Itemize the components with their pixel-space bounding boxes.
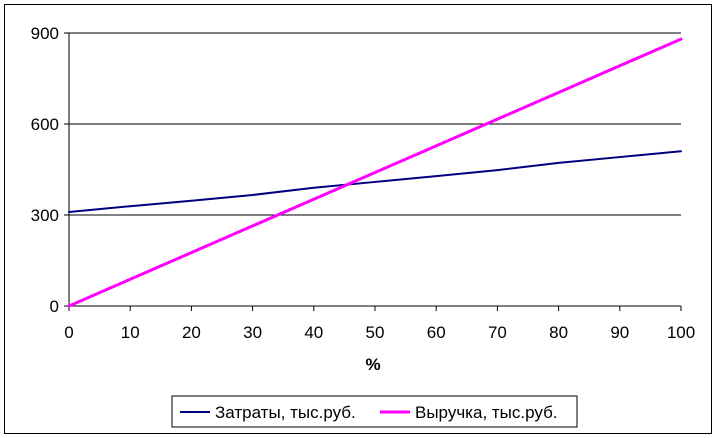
- y-tick-label: 900: [31, 24, 59, 43]
- data-point: [680, 38, 682, 40]
- data-point: [558, 162, 560, 164]
- data-point: [68, 305, 70, 307]
- legend: Затраты, тыс.руб. Выручка, тыс.руб.: [171, 395, 578, 428]
- y-tick-label: 600: [31, 115, 59, 134]
- x-tick-label: 10: [121, 323, 140, 342]
- x-tick-label: 30: [243, 323, 262, 342]
- x-tick-label: 100: [667, 323, 695, 342]
- data-point: [496, 118, 498, 120]
- x-tick-label: 0: [64, 323, 73, 342]
- data-point: [435, 175, 437, 177]
- data-point: [190, 200, 192, 202]
- y-tick-label: 300: [31, 206, 59, 225]
- legend-box: [171, 395, 578, 428]
- data-point: [619, 65, 621, 67]
- x-tick-label: 80: [549, 323, 568, 342]
- data-point: [68, 211, 70, 213]
- data-point: [252, 194, 254, 196]
- tick-labels: 0 300 600 900 0 10 20 30 40 50 60 70 80 90 100: [31, 24, 696, 342]
- legend-label-1: Затраты, тыс.руб.: [215, 403, 356, 422]
- x-tick-label: 20: [182, 323, 201, 342]
- axes: [64, 32, 682, 311]
- x-tick-label: 60: [427, 323, 446, 342]
- data-point: [680, 150, 682, 152]
- x-tick-label: 40: [304, 323, 323, 342]
- data-point: [558, 91, 560, 94]
- data-point: [619, 156, 621, 158]
- x-tick-label: 90: [610, 323, 629, 342]
- x-tick-label: 70: [488, 323, 507, 342]
- y-tick-label: 0: [50, 297, 59, 316]
- gridlines: [69, 32, 681, 216]
- x-axis-title: %: [365, 355, 380, 374]
- data-point: [190, 252, 192, 254]
- legend-label-2: Выручка, тыс.руб.: [415, 403, 558, 422]
- data-point: [374, 171, 376, 174]
- data-point: [496, 169, 498, 171]
- data-point: [435, 145, 437, 147]
- data-point: [129, 205, 131, 207]
- data-point: [374, 181, 376, 183]
- series-lines: [67, 37, 683, 308]
- data-point: [313, 187, 315, 189]
- data-point: [129, 278, 131, 280]
- data-point: [313, 198, 315, 200]
- data-point: [252, 225, 254, 227]
- x-tick-label: 50: [366, 323, 385, 342]
